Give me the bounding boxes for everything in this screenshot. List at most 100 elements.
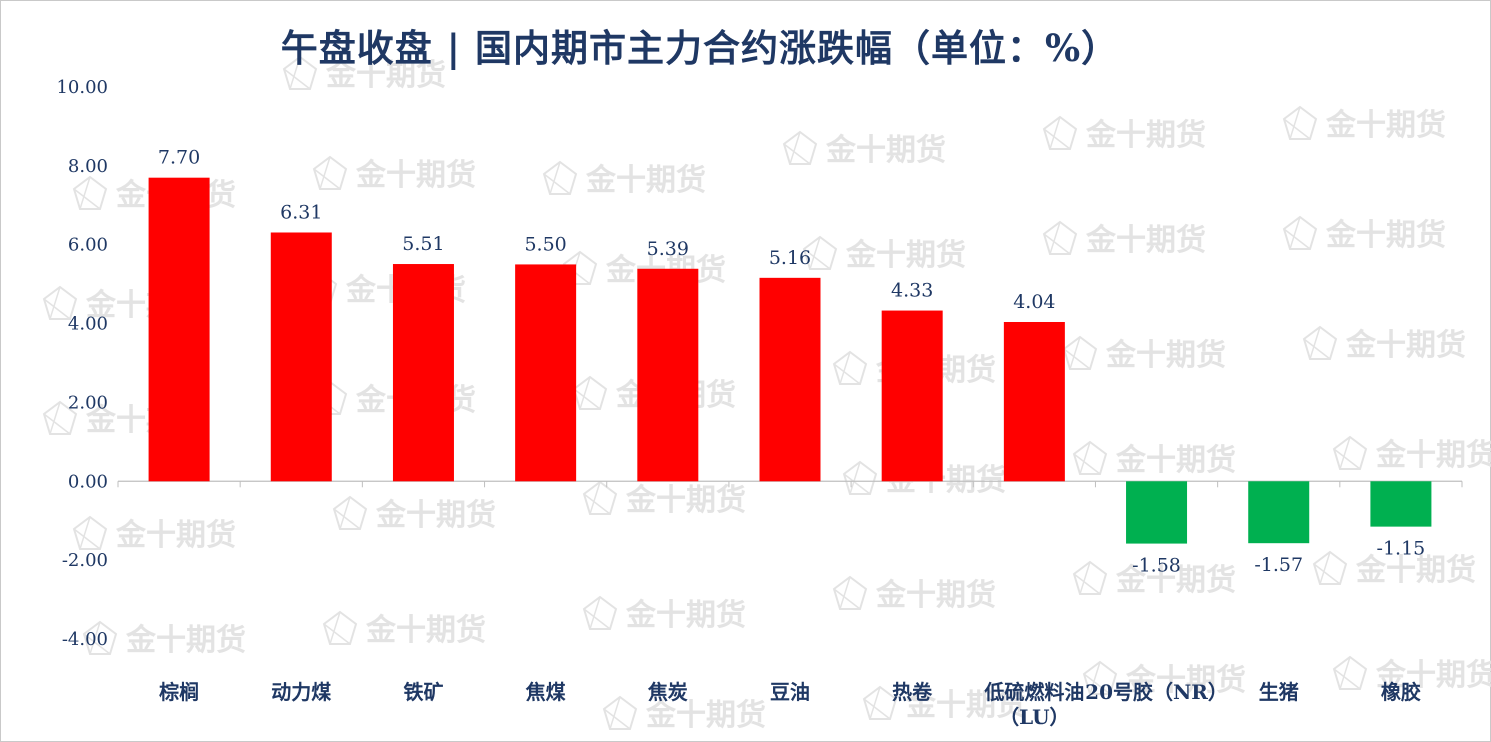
category-label: 焦煤 [526,680,566,704]
watermark-logo: 金十期货 [82,620,246,658]
watermark-text: 金十期货 [1375,438,1491,473]
watermark-icon [282,55,318,90]
bar [1370,481,1432,527]
watermark-icon [832,350,868,385]
watermark-icon-line [1339,436,1351,470]
watermark-icon-line [43,413,71,435]
watermark-icon-line [843,473,871,495]
watermark-logo: 金十期货 [862,685,1026,723]
category-label: 橡胶 [1381,680,1421,704]
labels-layer: 7.70 棕榈 6.31 动力煤 5.51 铁矿 5.50 焦煤 5.39 焦炭 5.16 豆油 4.3… [158,147,1425,729]
watermark-icon [1282,215,1318,250]
watermark-icon-line [803,248,831,270]
watermark-logo: 金十期货 [542,160,706,198]
category-label: 生猪 [1259,680,1299,704]
watermark-icon-line [43,298,71,320]
watermark-icon-line [289,56,301,90]
watermark-logo: 金十期货 [1332,435,1491,473]
watermark-icon [312,155,348,190]
watermark-text: 金十期货 [1125,663,1246,698]
watermark-icon-line [1069,336,1081,370]
watermark-icon-line [1043,128,1071,150]
watermark-icon-line [1049,116,1061,150]
watermark-icon-line [79,516,91,550]
watermark-icon [862,685,898,720]
watermark-icon [322,610,358,645]
axis-layer: 10.00 8.00 6.00 4.00 2.00 0.00 -2.00 -4.00 [56,77,1463,650]
watermark-icon [842,460,878,495]
y-tick-label: 10.00 [56,77,108,98]
watermark-text: 金十期货 [1345,328,1466,363]
y-tick-label: 4.00 [68,314,108,335]
bar [148,177,210,482]
category-label: 豆油 [770,680,810,704]
watermark-icon [72,515,108,550]
watermark-icon-line [339,496,351,530]
watermark-icon [1082,660,1118,695]
watermark-icon [602,695,638,730]
watermark-text: 金十期货 [365,613,486,648]
watermark-icon-line [73,528,101,550]
y-tick-label: 2.00 [68,392,108,413]
watermark-logo: 金十期货 [782,130,946,168]
watermark-icon-line [543,173,571,195]
watermark-text: 金十期货 [845,238,966,273]
watermark-text: 金十期货 [375,498,496,533]
watermark-icon-line [1339,656,1351,690]
watermark-logo: 金十期货 [832,575,996,613]
watermark-logo: 金十期货 [1302,325,1466,363]
watermark-icon-line [1043,233,1071,255]
chart-title: 午盘收盘 | 国内期市主力合约涨跌幅（单位：%） [280,26,1120,70]
watermark-logo: 金十期货 [332,495,496,533]
data-label: 4.04 [1013,291,1055,313]
watermark-icon [1282,105,1318,140]
watermark-icon-line [1083,673,1111,695]
watermark-text: 金十期货 [1325,218,1446,253]
data-label: -1.57 [1254,554,1303,576]
watermark-logo: 金十期货 [1062,335,1226,373]
watermark-icon-line [849,461,861,495]
watermark-icon-line [283,68,311,90]
watermark-text: 金十期货 [1105,338,1226,373]
watermark-icon-line [1309,326,1321,360]
watermark-text: 金十期货 [355,158,476,193]
category-label: 20号胶（NR） [1085,680,1228,704]
watermark-icon [1312,550,1348,585]
data-label: 5.39 [647,238,689,260]
watermark-icon-line [79,176,91,210]
watermark-icon-line [1063,348,1091,370]
watermark-icon-line [1079,561,1091,595]
watermark-logo: 金十期货 [1072,560,1236,598]
watermark-text: 金十期货 [625,483,746,518]
watermark-icon [582,480,618,515]
watermark-icon-line [583,493,611,515]
watermark-text: 金十期货 [1115,443,1236,478]
watermark-icon-line [49,286,61,320]
data-label: 5.51 [402,233,444,255]
watermark-icon-line [329,611,341,645]
watermark-icon [572,375,608,410]
watermark-text: 金十期货 [905,688,1026,723]
watermark-icon [42,285,78,320]
watermark-logo: 金十期货 [1042,115,1206,153]
watermark-text: 金十期货 [1085,223,1206,258]
watermark-logo: 金十期货 [1332,655,1491,693]
data-label: -1.58 [1132,555,1181,577]
watermark-text: 金十期货 [1085,118,1206,153]
watermark-icon-line [333,508,361,530]
watermark-icon [582,595,618,630]
watermark-icon [1042,220,1078,255]
watermark-text: 金十期货 [1375,658,1491,693]
watermark-logo: 金十期货 [1042,220,1206,258]
watermark-logo: 金十期货 [802,235,966,273]
data-label: 7.70 [158,147,200,169]
watermark-icon-line [1333,668,1361,690]
watermark-text: 金十期货 [115,518,236,553]
watermark-icon [1332,655,1368,690]
watermark-text: 金十期货 [1355,553,1476,588]
watermark-text: 金十期货 [325,58,446,93]
watermark-logo: 金十期货 [72,515,236,553]
watermark-icon-line [783,143,811,165]
watermark-icon [82,620,118,655]
watermark-icon-line [589,596,601,630]
